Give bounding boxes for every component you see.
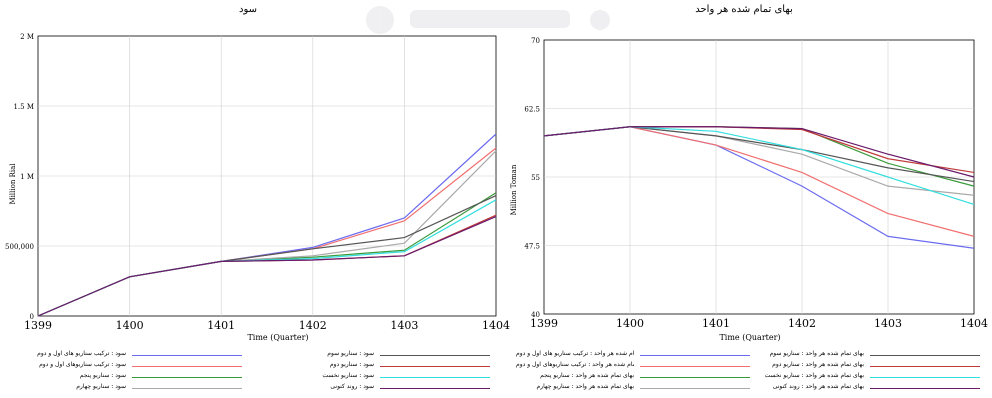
legend-label: سود : ترکیب سناریوهای اول و دوم xyxy=(39,361,126,368)
legend-swatch xyxy=(640,355,750,356)
legend-item: بهای تمام شده هر واحد : سناریو پنجم xyxy=(516,372,756,382)
legend-item: سود : سناریو پنجم xyxy=(8,372,248,382)
unit-cost-chart-panel: بهای تمام شده هر واحد Million Toman Time… xyxy=(496,0,992,398)
legend-swatch xyxy=(380,366,490,367)
x-tick-label: 1399 xyxy=(24,319,52,332)
x-tick-label: 1404 xyxy=(960,317,988,330)
legend-swatch xyxy=(870,388,980,389)
chart-title: بهای تمام شده هر واحد xyxy=(695,4,793,15)
legend-item: سود : سناریو سوم xyxy=(256,350,496,360)
y-tick-label: 1.5 M xyxy=(13,103,34,111)
legend-item: بهای تمام شده هر واحد : سناریو دوم xyxy=(746,361,986,371)
legend-item: سود : سناریو نخست xyxy=(256,372,496,382)
legend-item: سود : ترکیب سناریوهای اول و دوم xyxy=(8,361,248,371)
legend: سود : ترکیب سناریو های اول و دوم سود : تر… xyxy=(8,350,496,398)
legend-swatch xyxy=(132,388,242,389)
x-tick-label: 1403 xyxy=(874,317,902,330)
legend-label: بهای تمام شده هر واحد : روند کنونی xyxy=(772,383,864,390)
legend-swatch xyxy=(640,388,750,389)
x-tick-label: 1400 xyxy=(616,317,644,330)
legend-item: بهای تمام شده هر واحد : سناریو نخست xyxy=(746,372,986,382)
legend-swatch xyxy=(870,377,980,378)
legend-label: سود : سناریو پنجم xyxy=(79,372,126,379)
x-tick-label: 1403 xyxy=(390,319,418,332)
legend-label: بهای تمام شده هر واحد : سناریو دوم xyxy=(772,361,864,368)
legend-swatch xyxy=(640,377,750,378)
watermark-logo xyxy=(366,6,610,34)
legend-label: سود : روند کنونی xyxy=(330,383,374,390)
y-tick-label: 500,000 xyxy=(5,243,34,251)
legend-swatch xyxy=(640,366,750,367)
legend: بهای تمام شده هر واحد : ترکیب سناریو های… xyxy=(516,350,986,398)
chart-title: سود xyxy=(239,4,257,15)
legend-item: بهای تمام شده هر واحد : سناریو چهارم xyxy=(516,383,756,393)
legend-label: بهای تمام شده هر واحد : ترکیب سناریو های… xyxy=(516,350,634,357)
legend-label: بهای تمام شده هر واحد : سناریو چهارم xyxy=(536,383,634,390)
series-line xyxy=(37,216,497,317)
y-tick-label: 47.5 xyxy=(524,243,540,251)
y-tick-label: 55 xyxy=(531,174,540,182)
legend-label: بهای تمام شده هر واحد : سناریو نخست xyxy=(764,372,864,379)
legend-label: سود : سناریو نخست xyxy=(322,372,374,379)
y-tick-label: 2 M xyxy=(20,33,34,41)
legend-swatch xyxy=(380,377,490,378)
y-tick-label: 0 xyxy=(30,313,34,321)
legend-item: بهای تمام شده هر واحد : ترکیب سناریوهای … xyxy=(516,361,756,371)
x-tick-label: 1400 xyxy=(116,319,144,332)
legend-swatch xyxy=(870,366,980,367)
x-tick-label: 1399 xyxy=(530,317,558,330)
x-tick-label: 1402 xyxy=(299,319,327,332)
legend-label: سود : سناریو چهارم xyxy=(76,383,126,390)
legend-item: سود : ترکیب سناریو های اول و دوم xyxy=(8,350,248,360)
legend-label: سود : سناریو دوم xyxy=(329,361,374,368)
legend-item: بهای تمام شده هر واحد : ترکیب سناریو های… xyxy=(516,350,756,360)
legend-swatch xyxy=(380,388,490,389)
legend-swatch xyxy=(380,355,490,356)
x-axis-label: Time (Quarter) xyxy=(247,333,309,342)
legend-label: بهای تمام شده هر واحد : ترکیب سناریوهای … xyxy=(516,361,634,368)
legend-swatch xyxy=(132,377,242,378)
legend-item: سود : سناریو چهارم xyxy=(8,383,248,393)
legend-label: سود : ترکیب سناریو های اول و دوم xyxy=(37,350,126,357)
series-line xyxy=(543,126,975,178)
x-axis-label: Time (Quarter) xyxy=(719,333,781,342)
legend-label: سود : سناریو سوم xyxy=(327,350,374,357)
legend-swatch xyxy=(132,366,242,367)
y-tick-label: 70 xyxy=(531,37,540,45)
unit-cost-chart-plot: 1399 1400 1401 1402 1403 1404 40 47.5 55 62.5 70 xyxy=(524,37,988,330)
legend-item: بهای تمام شده هر واحد : سناریو سوم xyxy=(746,350,986,360)
legend-item: سود : روند کنونی xyxy=(256,383,496,393)
y-tick-label: 40 xyxy=(531,311,540,319)
y-tick-label: 1 M xyxy=(20,173,34,181)
x-tick-label: 1401 xyxy=(702,317,730,330)
profit-chart-plot: 1399 1400 1401 1402 1403 1404 0 500,000 1 M 1.5 M… xyxy=(5,33,510,332)
legend-label: بهای تمام شده هر واحد : سناریو سوم xyxy=(769,350,864,357)
legend-swatch xyxy=(132,355,242,356)
y-tick-label: 62.5 xyxy=(524,106,540,114)
legend-item: بهای تمام شده هر واحد : روند کنونی xyxy=(746,383,986,393)
x-tick-label: 1401 xyxy=(207,319,235,332)
x-tick-label: 1404 xyxy=(482,319,510,332)
legend-swatch xyxy=(870,355,980,356)
legend-item: سود : سناریو دوم xyxy=(256,361,496,371)
profit-chart-panel: سود Million Rial Time (Quarter) 1399 1400… xyxy=(5,4,510,398)
legend-label: بهای تمام شده هر واحد : سناریو پنجم xyxy=(540,372,634,379)
x-tick-label: 1402 xyxy=(788,317,816,330)
